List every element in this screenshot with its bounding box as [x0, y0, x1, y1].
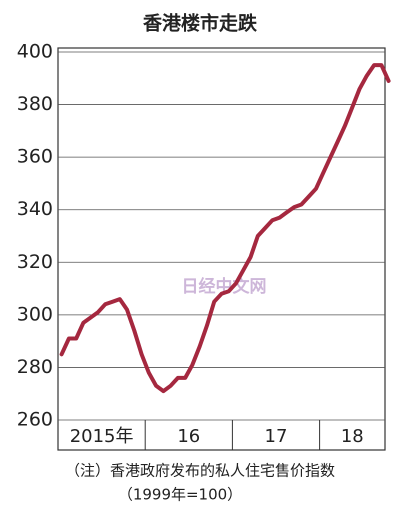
- x-tick-label: 2015年: [70, 426, 134, 447]
- line: [59, 63, 391, 394]
- watermark: 日经中文网: [182, 276, 267, 297]
- y-tick-label: 340: [17, 198, 53, 220]
- x-tick-label: 17: [265, 426, 288, 447]
- y-tick-label: 360: [17, 146, 53, 168]
- x-tick-label: 16: [177, 426, 200, 447]
- y-tick-label: 280: [17, 356, 53, 378]
- y-tick-label: 380: [17, 93, 53, 115]
- y-tick-label: 320: [17, 251, 53, 273]
- x-tick-label: 18: [341, 426, 364, 447]
- note: （1999年=100）: [118, 486, 242, 504]
- y-tick-label: 300: [17, 303, 53, 325]
- y-tick-label: 260: [17, 409, 53, 431]
- chart-title: 香港楼市走跌: [142, 12, 258, 35]
- plot-frame: [57, 47, 386, 451]
- y-tick-label: 400: [17, 41, 53, 63]
- note: （注）香港政府发布的私人住宅售价指数: [65, 462, 335, 480]
